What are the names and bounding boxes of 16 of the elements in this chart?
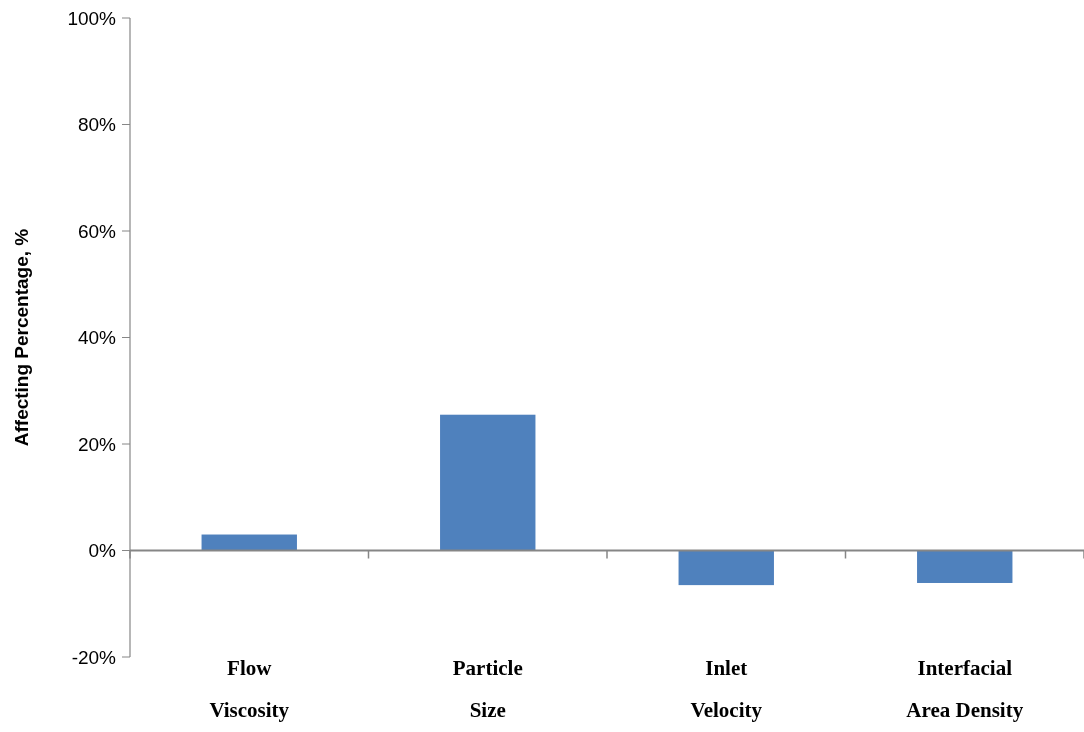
y-tick-label: -20% xyxy=(71,646,117,668)
y-axis-title: Affecting Percentage, % xyxy=(11,228,32,447)
y-tick-label: 100% xyxy=(67,7,117,29)
y-tick-label: 80% xyxy=(77,114,117,136)
y-tick-label: 60% xyxy=(77,220,117,242)
x-tick-label: Inlet Velocity xyxy=(690,656,763,722)
y-tick-label: 40% xyxy=(77,327,117,349)
y-tick-label: 20% xyxy=(77,433,117,455)
bar xyxy=(440,414,536,551)
x-tick-label: Particle Size xyxy=(452,656,523,722)
bar xyxy=(201,534,297,551)
bar xyxy=(678,550,774,586)
y-tick-label: 0% xyxy=(88,540,117,562)
x-tick-label: Flow Viscosity xyxy=(209,656,290,722)
bar xyxy=(917,550,1013,583)
x-tick-label: Interfacial Area Density xyxy=(906,656,1024,722)
